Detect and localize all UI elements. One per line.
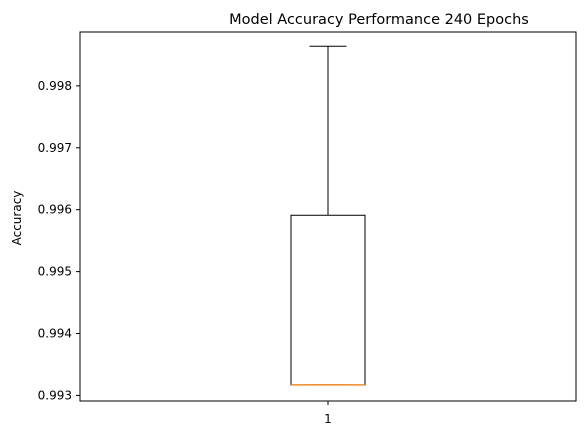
y-axis-label: Accuracy: [10, 191, 24, 246]
y-tick-label: 0.993: [38, 388, 72, 402]
y-tick-label: 0.995: [38, 265, 72, 279]
y-tick-label: 0.998: [38, 79, 72, 93]
y-tick-label: 0.996: [38, 203, 72, 217]
y-tick-label: 0.997: [38, 141, 72, 155]
y-axis-ticks: 0.993 0.994 0.995 0.996 0.997 0.998: [38, 79, 80, 402]
plot-area-frame: [79, 31, 577, 402]
interquartile-box: [290, 214, 366, 386]
chart-title: Model Accuracy Performance 240 Epochs: [229, 12, 529, 28]
y-tick-label: 0.994: [38, 327, 72, 341]
x-tick-label: 1: [324, 412, 332, 426]
x-axis-ticks: 1: [324, 401, 332, 426]
box-series: [290, 45, 366, 386]
